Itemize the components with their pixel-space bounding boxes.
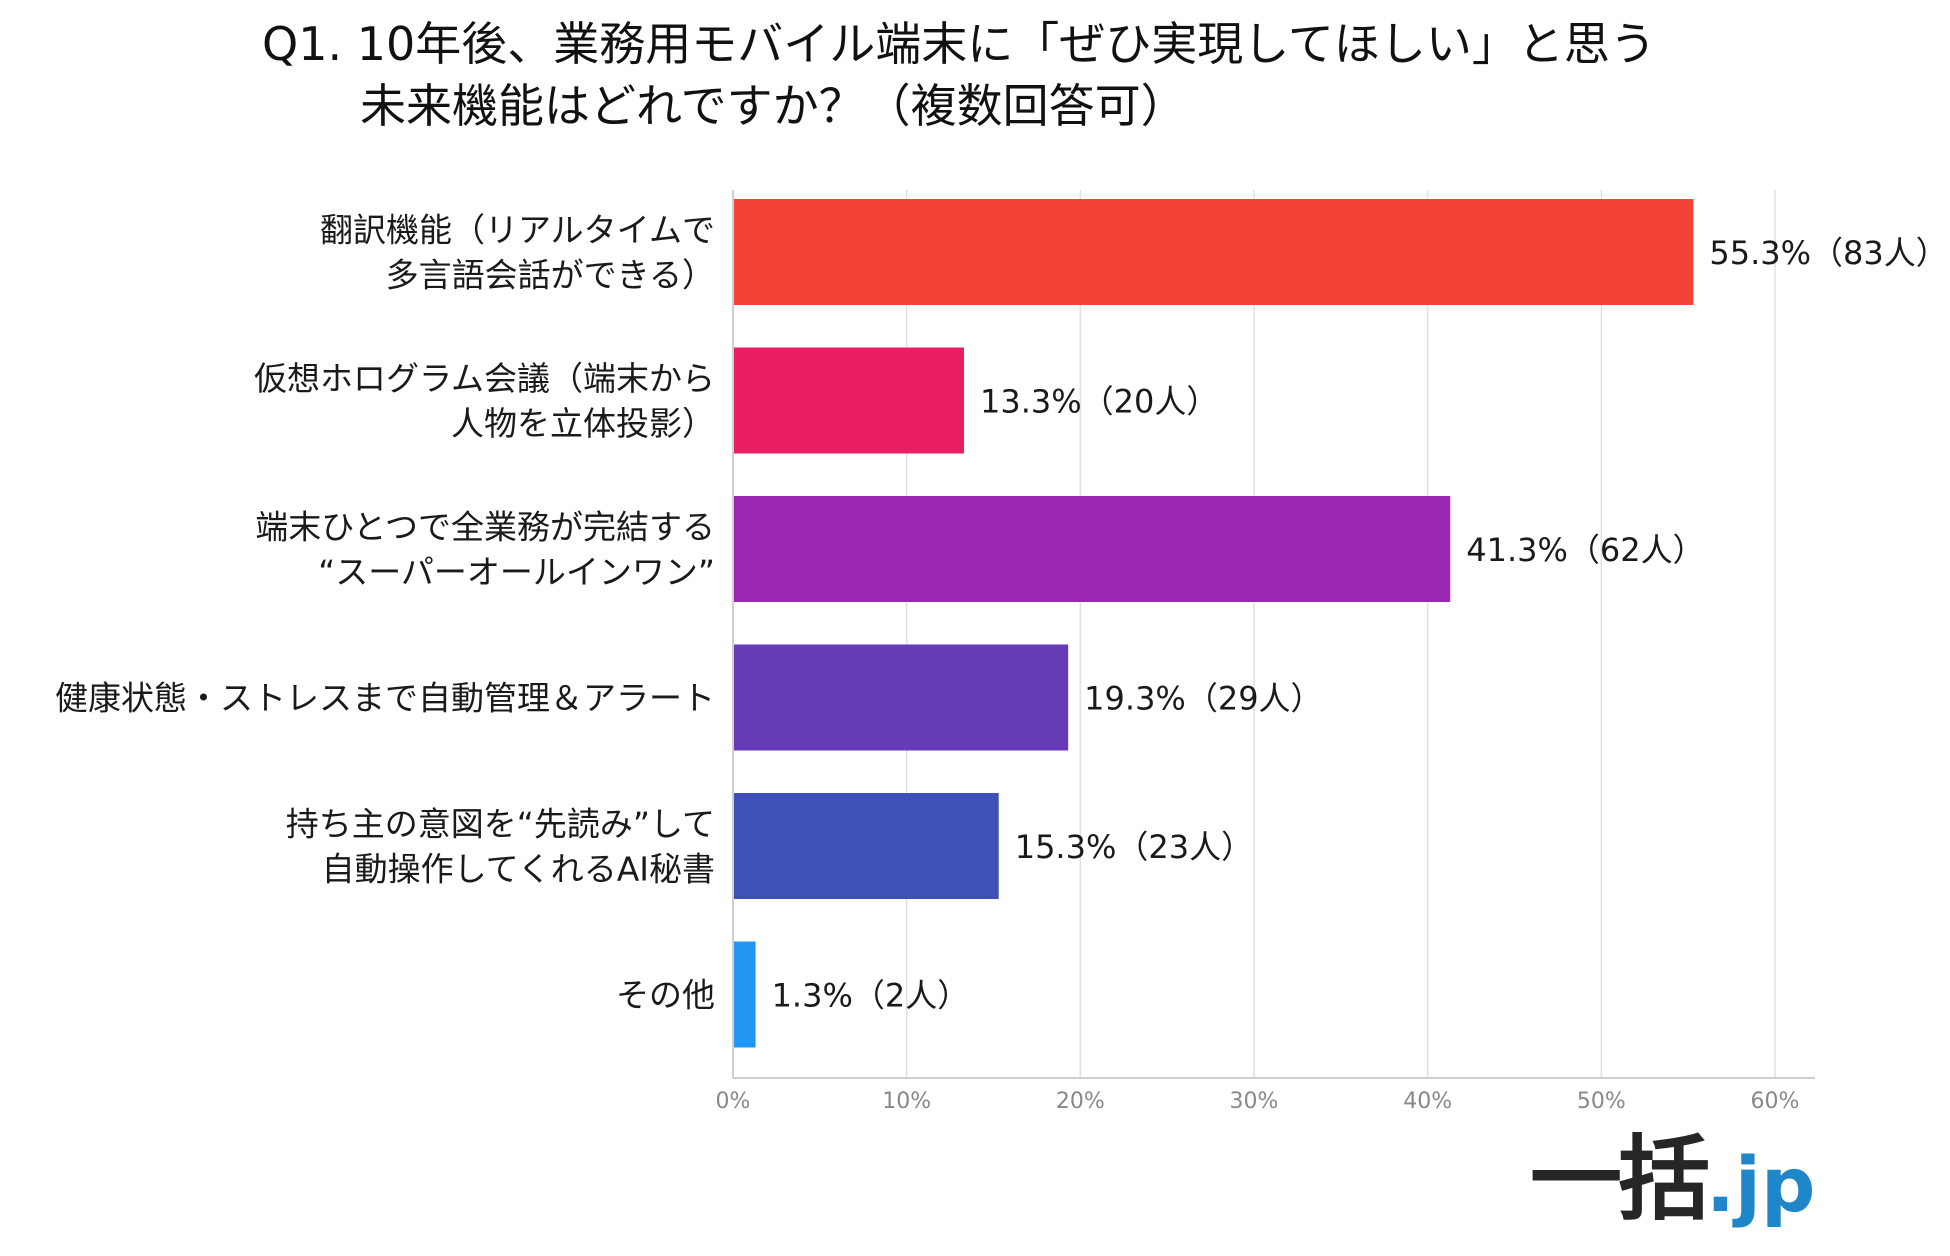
bar bbox=[733, 496, 1451, 602]
ikkatsu-logo: 一括.jp bbox=[1530, 1130, 1815, 1256]
bar bbox=[733, 644, 1069, 751]
category-label: その他 bbox=[616, 976, 715, 1015]
x-tick-label: 40% bbox=[1403, 1089, 1452, 1114]
bars bbox=[733, 199, 1694, 1048]
bar-value-label: 13.3%（20人） bbox=[980, 383, 1218, 421]
chart-title-line-2: 未来機能はどれですか？（複数回答可） bbox=[360, 79, 1187, 133]
logo-main-text: 一括 bbox=[1530, 1126, 1710, 1233]
bar-value-label: 55.3%（83人） bbox=[1709, 234, 1947, 272]
axis bbox=[732, 190, 1815, 1079]
x-tick-label: 0% bbox=[716, 1089, 751, 1114]
labels: 0% 10% 20% 30% 40% 50% 60% 55.3%（83人） 翻訳機能（リアルタイ… bbox=[55, 211, 1948, 1115]
x-tick-label: 60% bbox=[1751, 1089, 1800, 1114]
x-tick-label: 20% bbox=[1056, 1089, 1105, 1114]
bar-value-label: 15.3%（23人） bbox=[1015, 828, 1253, 866]
bar-value-label: 41.3%（62人） bbox=[1466, 531, 1704, 569]
bar bbox=[733, 941, 756, 1048]
category-label: 仮想ホログラム会議（端末から bbox=[254, 359, 715, 398]
bar-value-label: 19.3%（29人） bbox=[1084, 680, 1322, 718]
category-label: 端末ひとつで全業務が完結する bbox=[255, 508, 715, 547]
x-tick-label: 10% bbox=[882, 1089, 931, 1114]
x-tick-label: 50% bbox=[1577, 1089, 1626, 1114]
category-label: 自動操作してくれるAI秘書 bbox=[322, 850, 715, 889]
logo-suffix-text: .jp bbox=[1706, 1140, 1816, 1229]
chart-title-line-1: Q1. 10年後、業務用モバイル端末に「ぜひ実現してほしい」と思う bbox=[262, 17, 1656, 71]
category-label: 翻訳機能（リアルタイムで bbox=[320, 211, 715, 250]
bar bbox=[733, 199, 1694, 305]
category-label: 多言語会話ができる） bbox=[386, 256, 715, 295]
category-label: 人物を立体投影） bbox=[451, 404, 715, 443]
x-tick-label: 30% bbox=[1230, 1089, 1279, 1114]
category-label: “スーパーオールインワン” bbox=[318, 553, 715, 592]
category-label: 持ち主の意図を“先読み”して bbox=[286, 805, 715, 844]
category-label: 健康状態・ストレスまで自動管理＆アラート bbox=[55, 679, 715, 718]
bar bbox=[733, 793, 999, 899]
bar bbox=[733, 347, 964, 454]
gridlines bbox=[905, 190, 1776, 1078]
bar-value-label: 1.3%（2人） bbox=[772, 977, 970, 1015]
